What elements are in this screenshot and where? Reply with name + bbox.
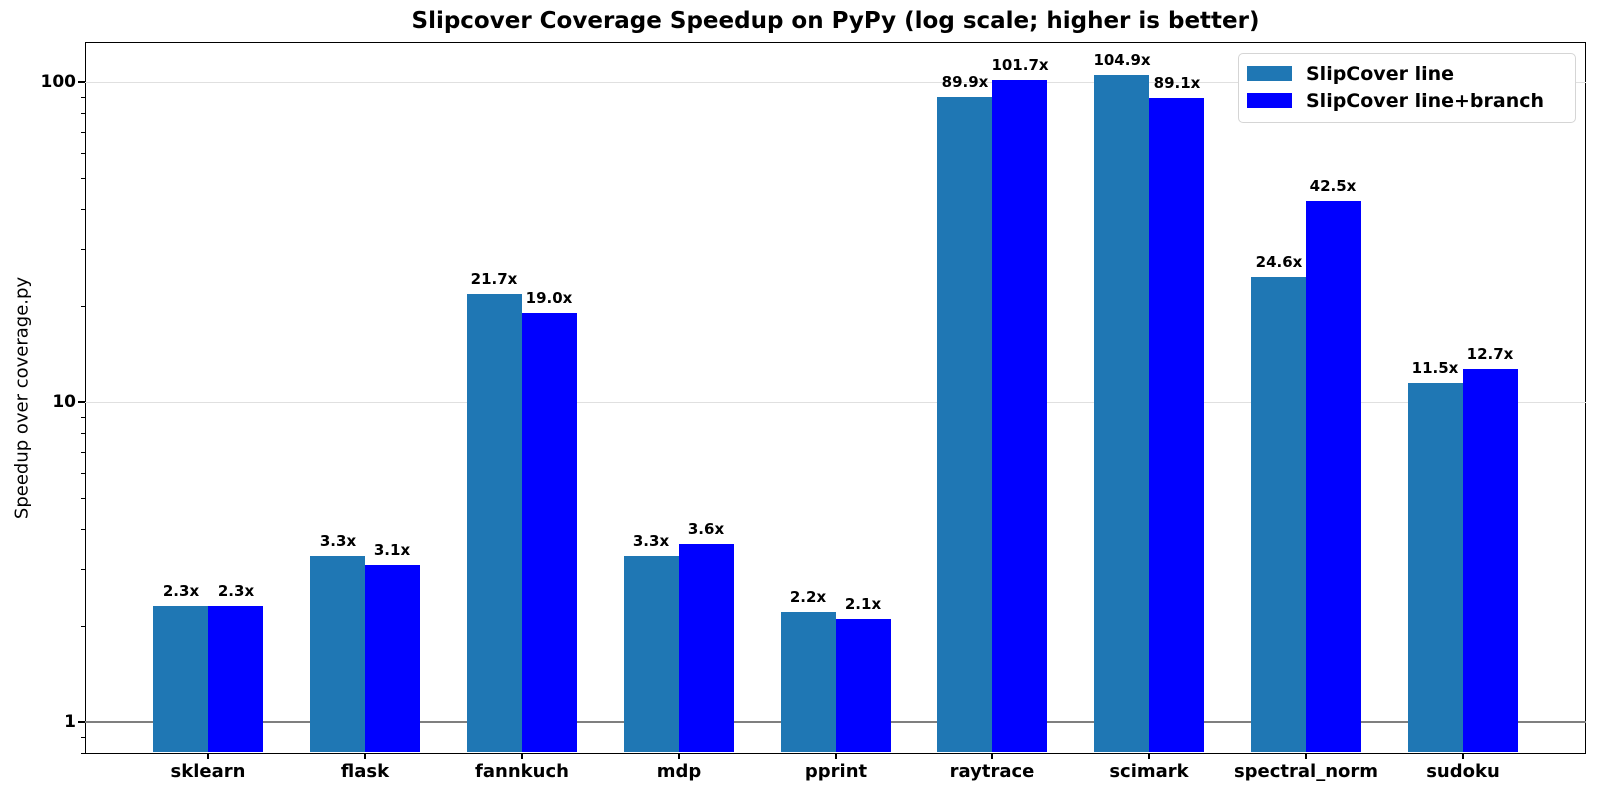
xtick-sudoku (1462, 754, 1464, 759)
plot-area (85, 42, 1586, 754)
xtick-pprint (835, 754, 837, 759)
bar-label-sudoku-series0: 11.5x (1411, 359, 1459, 377)
ytick-minor-0.9 (81, 737, 85, 738)
xtick-sklearn (207, 754, 209, 759)
legend-label-slipcover-line: SlipCover line (1306, 62, 1455, 85)
xtick-label-fannkuch: fannkuch (475, 761, 569, 782)
xtick-label-flask: flask (340, 761, 390, 782)
ytick-minor-0.8 (81, 753, 85, 754)
gridline-y-10 (85, 402, 1586, 403)
bar-scimark-series0 (1094, 75, 1149, 752)
bar-label-scimark-series1: 89.1x (1153, 74, 1201, 92)
xtick-label-sudoku: sudoku (1426, 761, 1500, 782)
ytick-minor-60 (81, 153, 85, 154)
bar-sklearn-series1 (208, 606, 263, 752)
ytick-minor-50 (81, 178, 85, 179)
legend-swatch-slipcover-line-branch (1247, 93, 1292, 108)
bar-label-sklearn-series0: 2.3x (162, 582, 200, 600)
xtick-label-mdp: mdp (656, 761, 702, 782)
bar-label-mdp-series0: 3.3x (632, 532, 670, 550)
bar-label-pprint-series1: 2.1x (844, 595, 882, 613)
gridline-y-100 (85, 82, 1586, 83)
xtick-scimark (1148, 754, 1150, 759)
bar-mdp-series1 (679, 544, 734, 752)
ytick-label-1: 1 (64, 712, 76, 732)
bar-label-flask-series0: 3.3x (319, 532, 357, 550)
xtick-label-pprint: pprint (804, 761, 868, 782)
bar-label-raytrace-series1: 101.7x (991, 56, 1049, 74)
bar-raytrace-series1 (992, 80, 1047, 752)
ytick-minor-6 (81, 473, 85, 474)
bar-label-raytrace-series0: 89.9x (941, 73, 989, 91)
bar-flask-series1 (365, 565, 420, 752)
ytick-minor-8 (81, 433, 85, 434)
bar-label-spectral_norm-series1: 42.5x (1309, 177, 1357, 195)
bar-mdp-series0 (624, 556, 679, 752)
bar-label-fannkuch-series0: 21.7x (470, 270, 518, 288)
bar-raytrace-series0 (937, 97, 992, 752)
bar-pprint-series0 (781, 612, 836, 752)
ytick-label-10: 10 (52, 392, 76, 412)
ytick-minor-20 (81, 306, 85, 307)
bar-label-pprint-series0: 2.2x (789, 588, 827, 606)
ytick-minor-7 (81, 452, 85, 453)
bar-sudoku-series1 (1463, 369, 1518, 752)
legend-entry-line: SlipCover line (1247, 60, 1567, 87)
ytick-major-100 (78, 81, 85, 83)
bar-label-sklearn-series1: 2.3x (217, 582, 255, 600)
ytick-minor-5 (81, 498, 85, 499)
bar-flask-series0 (310, 556, 365, 752)
ytick-minor-9 (81, 417, 85, 418)
ytick-minor-3 (81, 569, 85, 570)
bar-label-mdp-series1: 3.6x (687, 520, 725, 538)
bar-label-sudoku-series1: 12.7x (1466, 345, 1514, 363)
bar-fannkuch-series1 (522, 313, 577, 752)
legend-label-slipcover-line-branch: SlipCover line+branch (1306, 89, 1545, 112)
chart-title: Slipcover Coverage Speedup on PyPy (log … (411, 8, 1260, 34)
ytick-minor-2 (81, 626, 85, 627)
bar-sklearn-series0 (153, 606, 208, 752)
bar-spectral_norm-series1 (1306, 201, 1361, 752)
bar-sudoku-series0 (1408, 383, 1463, 752)
bar-label-spectral_norm-series0: 24.6x (1255, 253, 1303, 271)
bar-spectral_norm-series0 (1251, 277, 1306, 752)
xtick-label-raytrace: raytrace (949, 761, 1035, 782)
bar-label-flask-series1: 3.1x (373, 541, 411, 559)
ytick-minor-4 (81, 529, 85, 530)
ytick-minor-70 (81, 132, 85, 133)
xtick-label-scimark: scimark (1109, 761, 1189, 782)
legend-swatch-slipcover-line (1247, 66, 1292, 81)
xtick-label-sklearn: sklearn (170, 761, 246, 782)
xtick-raytrace (991, 754, 993, 759)
ytick-minor-80 (81, 113, 85, 114)
ytick-minor-40 (81, 209, 85, 210)
bar-label-scimark-series0: 104.9x (1093, 51, 1151, 69)
bar-label-fannkuch-series1: 19.0x (525, 289, 573, 307)
ytick-major-1 (78, 721, 85, 723)
xtick-fannkuch (521, 754, 523, 759)
ytick-minor-30 (81, 249, 85, 250)
ytick-major-10 (78, 401, 85, 403)
ytick-label-100: 100 (40, 72, 77, 92)
legend: SlipCover line SlipCover line+branch (1238, 53, 1576, 123)
xtick-label-spectral_norm: spectral_norm (1233, 761, 1379, 782)
bar-fannkuch-series0 (467, 294, 522, 752)
legend-entry-line-branch: SlipCover line+branch (1247, 87, 1567, 114)
bar-scimark-series1 (1149, 98, 1204, 752)
xtick-mdp (678, 754, 680, 759)
ytick-minor-90 (81, 97, 85, 98)
xtick-flask (364, 754, 366, 759)
xtick-spectral_norm (1305, 754, 1307, 759)
bar-pprint-series1 (836, 619, 891, 752)
